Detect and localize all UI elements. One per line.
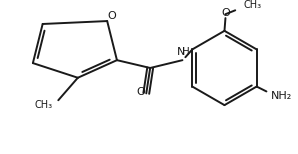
Text: N: N (177, 47, 186, 57)
Text: O: O (136, 87, 145, 97)
Text: CH₃: CH₃ (34, 100, 52, 110)
Text: O: O (108, 11, 117, 21)
Text: O: O (221, 8, 230, 18)
Text: NH₂: NH₂ (271, 91, 293, 101)
Text: H: H (182, 47, 190, 57)
Text: CH₃: CH₃ (243, 0, 261, 10)
